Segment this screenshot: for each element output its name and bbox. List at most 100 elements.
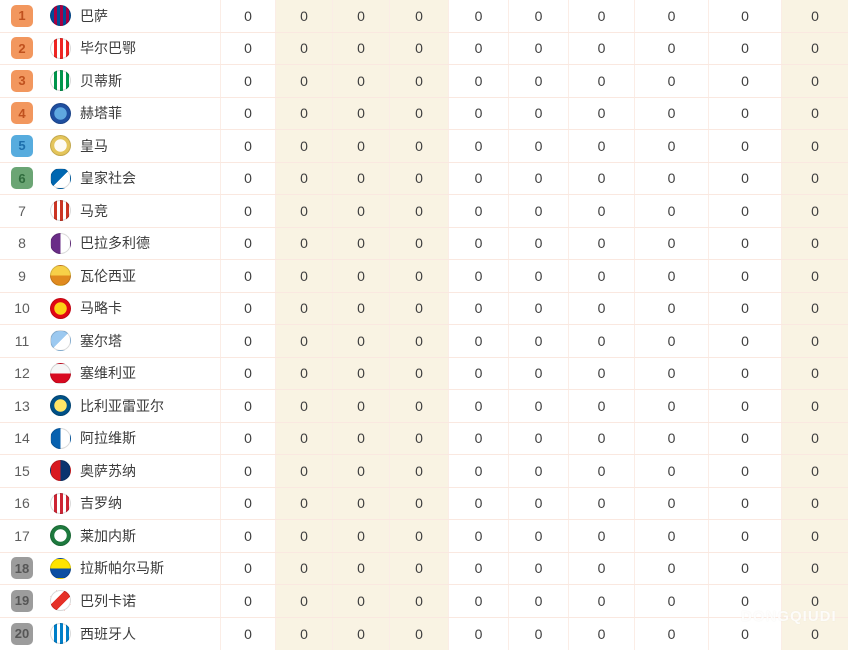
stat-value: 0 <box>508 195 568 227</box>
team-row[interactable]: 9 瓦伦西亚 0 0 0 0 0 0 0 0 0 0 <box>0 260 848 293</box>
team-name[interactable]: 比利亚雷亚尔 <box>80 397 164 414</box>
team-name[interactable]: 贝蒂斯 <box>80 72 122 89</box>
stat-value: 0 <box>448 195 508 227</box>
stat-value: 0 <box>389 97 448 129</box>
stat-value: 0 <box>275 520 332 552</box>
team-row[interactable]: 3 贝蒂斯 0 0 0 0 0 0 0 0 0 0 <box>0 65 848 98</box>
stat-value: 0 <box>220 227 275 259</box>
stat-value: 0 <box>634 422 708 454</box>
team-row[interactable]: 15 奥萨苏纳 0 0 0 0 0 0 0 0 0 0 <box>0 455 848 488</box>
team-name[interactable]: 皇家社会 <box>80 170 136 187</box>
stat-value: 0 <box>448 0 508 32</box>
team-row[interactable]: 17 莱加内斯 0 0 0 0 0 0 0 0 0 0 <box>0 520 848 553</box>
team-name[interactable]: 拉斯帕尔马斯 <box>80 560 164 577</box>
stat-value: 0 <box>389 65 448 97</box>
team-name[interactable]: 皇马 <box>80 137 108 154</box>
stat-value: 0 <box>568 487 634 519</box>
team-row[interactable]: 11 塞尔塔 0 0 0 0 0 0 0 0 0 0 <box>0 325 848 358</box>
stat-value: 0 <box>508 32 568 64</box>
team-name[interactable]: 塞维利亚 <box>80 365 136 382</box>
team-row[interactable]: 18 拉斯帕尔马斯 0 0 0 0 0 0 0 0 0 0 <box>0 552 848 585</box>
stat-value: 0 <box>220 97 275 129</box>
stat-value: 0 <box>634 130 708 162</box>
team-row[interactable]: 4 赫塔菲 0 0 0 0 0 0 0 0 0 0 <box>0 97 848 130</box>
team-crest-icon <box>49 37 71 59</box>
stat-value: 0 <box>708 552 781 584</box>
stat-value: 0 <box>568 195 634 227</box>
stat-value: 0 <box>275 65 332 97</box>
rank-cell: 15 <box>0 455 44 487</box>
stat-value: 0 <box>275 325 332 357</box>
team-row[interactable]: 6 皇家社会 0 0 0 0 0 0 0 0 0 0 <box>0 162 848 195</box>
team-row[interactable]: 5 皇马 0 0 0 0 0 0 0 0 0 0 <box>0 130 848 163</box>
stat-value: 0 <box>708 422 781 454</box>
team-name[interactable]: 塞尔塔 <box>80 332 122 349</box>
stat-value: 0 <box>568 390 634 422</box>
team-name[interactable]: 吉罗纳 <box>80 495 122 512</box>
team-name[interactable]: 莱加内斯 <box>80 527 136 544</box>
team-row[interactable]: 7 马竞 0 0 0 0 0 0 0 0 0 0 <box>0 195 848 228</box>
stat-value: 0 <box>508 130 568 162</box>
stat-value: 0 <box>708 162 781 194</box>
stat-value: 0 <box>508 422 568 454</box>
team-crest-cell <box>44 520 76 552</box>
stat-value: 0 <box>634 357 708 389</box>
team-row[interactable]: 12 塞维利亚 0 0 0 0 0 0 0 0 0 0 <box>0 357 848 390</box>
team-row[interactable]: 13 比利亚雷亚尔 0 0 0 0 0 0 0 0 0 0 <box>0 390 848 423</box>
team-row[interactable]: 16 吉罗纳 0 0 0 0 0 0 0 0 0 0 <box>0 487 848 520</box>
stat-value: 0 <box>708 227 781 259</box>
stat-value: 0 <box>634 552 708 584</box>
team-name[interactable]: 马竞 <box>80 202 108 219</box>
stat-value: 0 <box>508 455 568 487</box>
team-crest-cell <box>44 228 76 260</box>
rank-number: 14 <box>14 430 30 447</box>
stat-value: 0 <box>634 32 708 64</box>
stat-value: 0 <box>275 227 332 259</box>
stat-value: 0 <box>781 65 848 97</box>
team-row[interactable]: 10 马略卡 0 0 0 0 0 0 0 0 0 0 <box>0 292 848 325</box>
team-crest-cell <box>44 163 76 195</box>
stat-value: 0 <box>448 130 508 162</box>
team-name[interactable]: 马略卡 <box>80 300 122 317</box>
rank-number: 13 <box>14 397 30 414</box>
stat-value: 0 <box>708 130 781 162</box>
stat-value: 0 <box>448 390 508 422</box>
stat-value: 0 <box>448 617 508 650</box>
stat-value: 0 <box>220 65 275 97</box>
stat-value: 0 <box>275 422 332 454</box>
rank-cell: 11 <box>0 325 44 357</box>
stat-value: 0 <box>708 487 781 519</box>
stat-value: 0 <box>389 0 448 32</box>
team-crest-cell <box>44 260 76 292</box>
team-name[interactable]: 巴拉多利德 <box>80 235 150 252</box>
team-row[interactable]: 20 西班牙人 0 0 0 0 0 0 0 0 0 0 <box>0 617 848 650</box>
team-name[interactable]: 西班牙人 <box>80 625 136 642</box>
team-row[interactable]: 2 毕尔巴鄂 0 0 0 0 0 0 0 0 0 0 <box>0 32 848 65</box>
team-row[interactable]: 1 巴萨 0 0 0 0 0 0 0 0 0 0 <box>0 0 848 33</box>
team-name[interactable]: 奥萨苏纳 <box>80 462 136 479</box>
stat-value: 0 <box>634 162 708 194</box>
team-row[interactable]: 14 阿拉维斯 0 0 0 0 0 0 0 0 0 0 <box>0 422 848 455</box>
stat-value: 0 <box>220 0 275 32</box>
team-name[interactable]: 毕尔巴鄂 <box>80 40 136 57</box>
stat-value: 0 <box>634 520 708 552</box>
stat-value: 0 <box>332 390 389 422</box>
stat-value: 0 <box>781 162 848 194</box>
rank-cell: 5 <box>0 130 44 162</box>
stat-value: 0 <box>332 325 389 357</box>
team-name[interactable]: 赫塔菲 <box>80 105 122 122</box>
team-row[interactable]: 19 巴列卡诺 0 0 0 0 0 0 0 0 0 0 <box>0 585 848 618</box>
rank-cell: 2 <box>0 33 44 65</box>
team-row[interactable]: 8 巴拉多利德 0 0 0 0 0 0 0 0 0 0 <box>0 227 848 260</box>
stat-value: 0 <box>332 422 389 454</box>
team-name[interactable]: 巴列卡诺 <box>80 592 136 609</box>
rank-badge: 18 <box>11 557 33 580</box>
rank-badge: 20 <box>11 622 33 645</box>
stat-value: 0 <box>781 195 848 227</box>
team-name[interactable]: 阿拉维斯 <box>80 430 136 447</box>
team-crest-cell <box>44 0 76 32</box>
team-name[interactable]: 瓦伦西亚 <box>80 267 136 284</box>
stat-value: 0 <box>508 520 568 552</box>
stat-value: 0 <box>332 585 389 617</box>
team-name[interactable]: 巴萨 <box>80 7 108 24</box>
